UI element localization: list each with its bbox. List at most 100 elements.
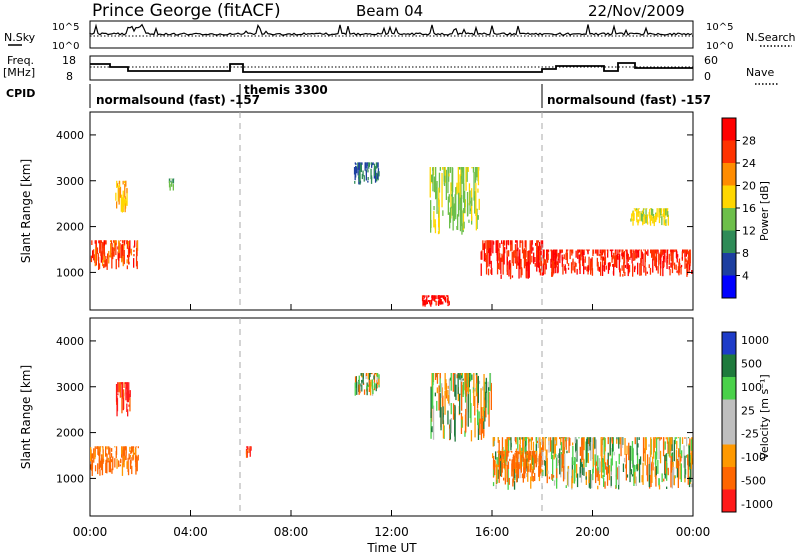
heatmap-cell-3 — [454, 413, 456, 436]
heatmap-cell-4 — [615, 461, 617, 489]
heatmap-cell-0 — [106, 453, 108, 463]
heatmap-cell-6 — [671, 250, 673, 256]
heatmap-cell-4 — [600, 452, 603, 479]
heatmap-cell-5 — [537, 240, 540, 243]
heatmap-cell-5 — [509, 263, 512, 275]
heatmap-cell-4 — [438, 187, 440, 207]
heatmap-cell-8 — [438, 295, 440, 300]
heatmap-cell-7 — [651, 208, 653, 216]
heatmap-cell-5 — [539, 251, 541, 261]
heatmap-cell-3 — [356, 166, 358, 174]
heatmap-cell-3 — [447, 385, 449, 389]
heatmap-cell-8 — [435, 300, 437, 306]
heatmap-cell-0 — [90, 255, 93, 263]
heatmap-cell-5 — [529, 463, 531, 473]
heatmap-cell-6 — [583, 259, 585, 275]
heatmap-cell-5 — [501, 450, 503, 460]
x-tick-label: 00:00 — [73, 525, 108, 539]
heatmap-cell-4 — [445, 169, 447, 200]
velocity-colorbar-tick-label: -100 — [741, 451, 766, 464]
heatmap-cell-6 — [654, 256, 657, 268]
heatmap-cell-3 — [461, 373, 464, 378]
heatmap-cell-5 — [535, 453, 537, 468]
heatmap-cell-4 — [444, 175, 446, 183]
heatmap-cell-5 — [512, 468, 515, 483]
heatmap-cell-4 — [432, 167, 434, 192]
heatmap-cell-6 — [622, 274, 624, 277]
heatmap-cell-6 — [666, 249, 669, 259]
heatmap-cell-3 — [475, 374, 478, 384]
heatmap-cell-1 — [116, 180, 118, 188]
heatmap-cell-6 — [612, 255, 614, 260]
heatmap-cell-6 — [587, 249, 589, 255]
heatmap-cell-3 — [432, 405, 435, 440]
heatmap-cell-3 — [480, 388, 482, 424]
heatmap-cell-3 — [434, 392, 436, 397]
heatmap-cell-4 — [608, 465, 611, 481]
heatmap-cell-0 — [132, 447, 135, 460]
heatmap-cell-5 — [525, 240, 527, 258]
heatmap-cell-6 — [646, 271, 648, 274]
heatmap-cell-4 — [576, 464, 578, 478]
heatmap-cell-7 — [663, 216, 665, 226]
heatmap-cell-7 — [652, 216, 654, 224]
heatmap-cell-4 — [652, 462, 654, 471]
heatmap-cell-4 — [634, 465, 636, 478]
heatmap-cell-0 — [115, 242, 117, 256]
heatmap-cell-5 — [508, 250, 510, 257]
heatmap-cell-6 — [685, 258, 687, 262]
heatmap-cell-3 — [458, 374, 460, 377]
heatmap-cell-4 — [474, 195, 476, 214]
heatmap-cell-6 — [597, 249, 599, 256]
heatmap-cell-1 — [123, 389, 125, 403]
heatmap-cell-5 — [539, 469, 541, 476]
heatmap-cell-6 — [629, 249, 632, 254]
heatmap-cell-6 — [619, 268, 621, 277]
heatmap-cell-6 — [377, 377, 379, 383]
heatmap-cell-1 — [116, 396, 118, 417]
heatmap-cell-3 — [469, 389, 471, 419]
heatmap-cell-4 — [460, 195, 463, 227]
heatmap-cell-6 — [551, 250, 553, 261]
heatmap-cell-6 — [572, 258, 574, 271]
heatmap-cell-5 — [532, 247, 534, 251]
nsky-trace — [89, 23, 693, 37]
heatmap-cell-0 — [109, 255, 111, 258]
heatmap-cell-4 — [495, 484, 497, 489]
heatmap-cell-3 — [454, 373, 456, 397]
heatmap-cell-2 — [247, 447, 249, 454]
heatmap-cell-8 — [428, 300, 431, 304]
heatmap-cell-0 — [98, 263, 101, 269]
heatmap-cell-3 — [455, 384, 457, 401]
heatmap-cell-5 — [501, 253, 503, 262]
heatmap-cell-3 — [484, 398, 486, 407]
heatmap-cell-0 — [122, 255, 124, 267]
heatmap-cell-0 — [97, 463, 99, 475]
heatmap-cell-4 — [435, 191, 437, 199]
heatmap-cell-3 — [466, 391, 468, 426]
heatmap-cell-5 — [510, 240, 512, 245]
heatmap-cell-4 — [560, 437, 562, 444]
heatmap-cell-4 — [433, 167, 435, 176]
heatmap-cell-5 — [528, 262, 530, 278]
heatmap-cell-4 — [646, 465, 648, 476]
heatmap-cell-6 — [546, 251, 548, 254]
heatmap-cell-7 — [646, 214, 648, 223]
heatmap-cell-0 — [134, 240, 136, 247]
heatmap-cell-6 — [648, 264, 650, 268]
heatmap-cell-0 — [132, 446, 134, 452]
heatmap-cell-6 — [565, 267, 567, 274]
heatmap-cell-4 — [672, 461, 674, 471]
heatmap-cell-6 — [362, 374, 364, 385]
heatmap-cell-4 — [587, 452, 589, 464]
heatmap-cell-3 — [452, 403, 455, 420]
heatmap-cell-4 — [633, 477, 635, 481]
heatmap-cell-6 — [365, 373, 368, 376]
heatmap-cell-8 — [448, 301, 450, 306]
heatmap-cell-0 — [98, 240, 100, 244]
heatmap-cell-5 — [533, 450, 536, 464]
heatmap-cell-3 — [477, 422, 480, 440]
heatmap-cell-4 — [545, 437, 547, 439]
heatmap-cell-4 — [676, 459, 679, 478]
heatmap-cell-3 — [438, 385, 440, 411]
